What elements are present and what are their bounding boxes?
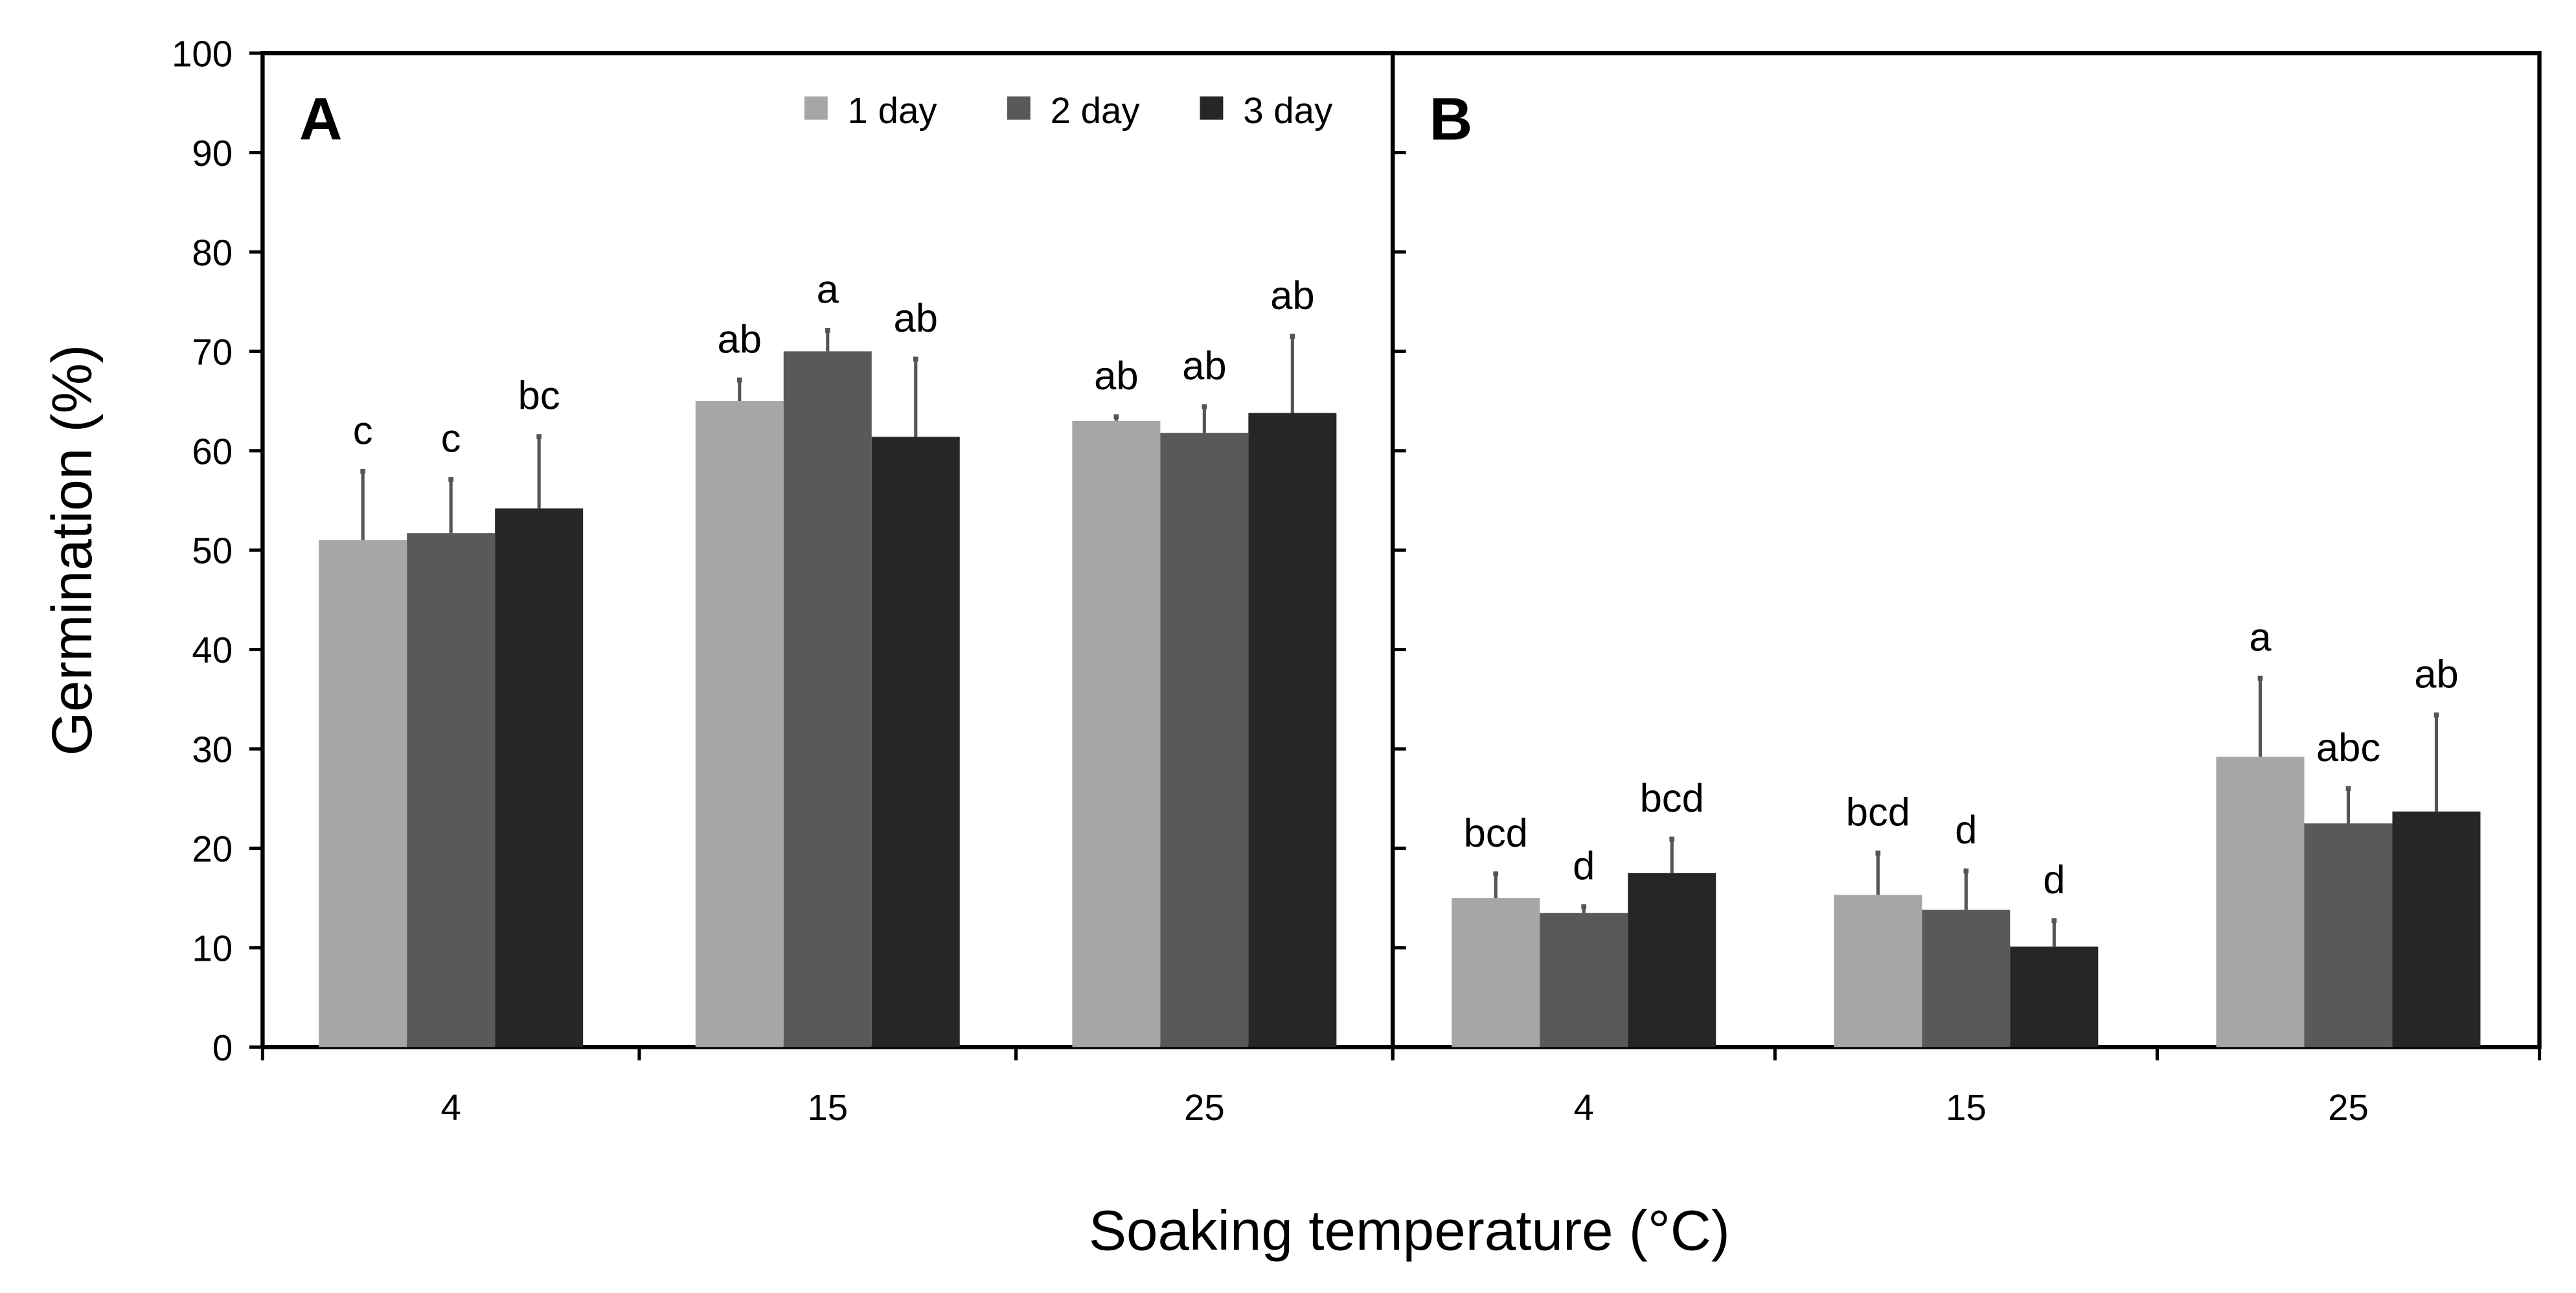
error-cap — [2257, 676, 2263, 681]
error-cap — [360, 468, 366, 474]
bar — [2010, 946, 2099, 1047]
significance-letter: d — [2043, 858, 2065, 902]
bar — [407, 533, 496, 1047]
x-tick-label: 25 — [2328, 1087, 2369, 1128]
y-tick-label: 20 — [192, 829, 233, 869]
x-tick-label: 25 — [1184, 1087, 1225, 1128]
legend-swatch — [1007, 96, 1031, 120]
significance-letter: ab — [894, 296, 938, 341]
legend-swatch — [804, 96, 828, 120]
error-cap — [1290, 334, 1295, 339]
legend-label: 3 day — [1243, 90, 1333, 131]
significance-letter: bc — [518, 374, 560, 418]
error-cap — [1669, 836, 1675, 842]
significance-letter: a — [817, 268, 839, 312]
significance-letter: bcd — [1640, 776, 1704, 821]
legend-label: 2 day — [1051, 90, 1141, 131]
x-tick-label: 15 — [807, 1087, 848, 1128]
significance-letter: bcd — [1846, 790, 1910, 835]
y-tick-label: 10 — [192, 928, 233, 968]
error-cap — [825, 328, 830, 333]
x-tick-label: 4 — [440, 1087, 461, 1128]
y-tick-label: 70 — [192, 332, 233, 372]
error-cap — [1581, 904, 1587, 910]
bar — [1072, 420, 1161, 1047]
error-cap — [2345, 786, 2351, 792]
significance-letter: d — [1573, 843, 1595, 888]
error-cap — [913, 356, 918, 362]
x-tick-label: 15 — [1946, 1087, 1987, 1128]
y-tick-label: 60 — [192, 431, 233, 472]
bar — [871, 437, 960, 1047]
bar — [1834, 895, 1922, 1047]
significance-letter: ab — [718, 317, 762, 361]
bar — [2392, 811, 2481, 1047]
error-cap — [1113, 414, 1119, 420]
panel-label: A — [299, 86, 343, 153]
significance-letter: a — [2249, 615, 2272, 660]
bar — [1628, 873, 1716, 1047]
significance-letter: bcd — [1464, 811, 1528, 856]
bar — [2304, 823, 2393, 1047]
y-tick-label: 80 — [192, 232, 233, 273]
legend-label: 1 day — [848, 90, 938, 131]
significance-letter: ab — [1182, 344, 1226, 389]
error-cap — [2051, 918, 2057, 924]
significance-letter: d — [1955, 808, 1977, 852]
x-tick-label: 4 — [1574, 1087, 1594, 1128]
y-tick-label: 90 — [192, 133, 233, 174]
y-tick-label: 50 — [192, 531, 233, 571]
significance-letter: c — [441, 417, 461, 461]
error-cap — [2434, 712, 2439, 718]
bar — [319, 540, 407, 1047]
significance-letter: c — [353, 408, 373, 453]
error-cap — [736, 377, 742, 383]
y-tick-label: 30 — [192, 729, 233, 770]
error-cap — [1875, 851, 1881, 856]
error-cap — [448, 477, 454, 482]
x-axis-label: Soaking temperature (°C) — [1089, 1199, 1730, 1262]
bar — [1248, 413, 1337, 1047]
y-tick-label: 100 — [172, 34, 233, 74]
bar — [695, 401, 784, 1047]
bar — [1452, 898, 1540, 1047]
error-cap — [536, 434, 542, 439]
significance-letter: ab — [1270, 273, 1314, 318]
y-tick-label: 40 — [192, 630, 233, 670]
bar — [1540, 913, 1628, 1047]
legend-swatch — [1200, 96, 1224, 120]
y-axis-label: Germination (%) — [41, 345, 104, 756]
error-cap — [1493, 871, 1499, 876]
significance-letter: ab — [2414, 652, 2458, 696]
significance-letter: abc — [2316, 726, 2380, 770]
error-cap — [1963, 868, 1969, 874]
significance-letter: ab — [1094, 354, 1138, 398]
bar — [1922, 910, 2011, 1047]
y-tick-label: 0 — [212, 1027, 233, 1068]
bar — [495, 508, 584, 1047]
bar — [1160, 433, 1249, 1047]
bar — [2216, 757, 2305, 1047]
panel-label: B — [1430, 86, 1473, 153]
error-cap — [1202, 404, 1207, 409]
bar — [783, 351, 872, 1047]
